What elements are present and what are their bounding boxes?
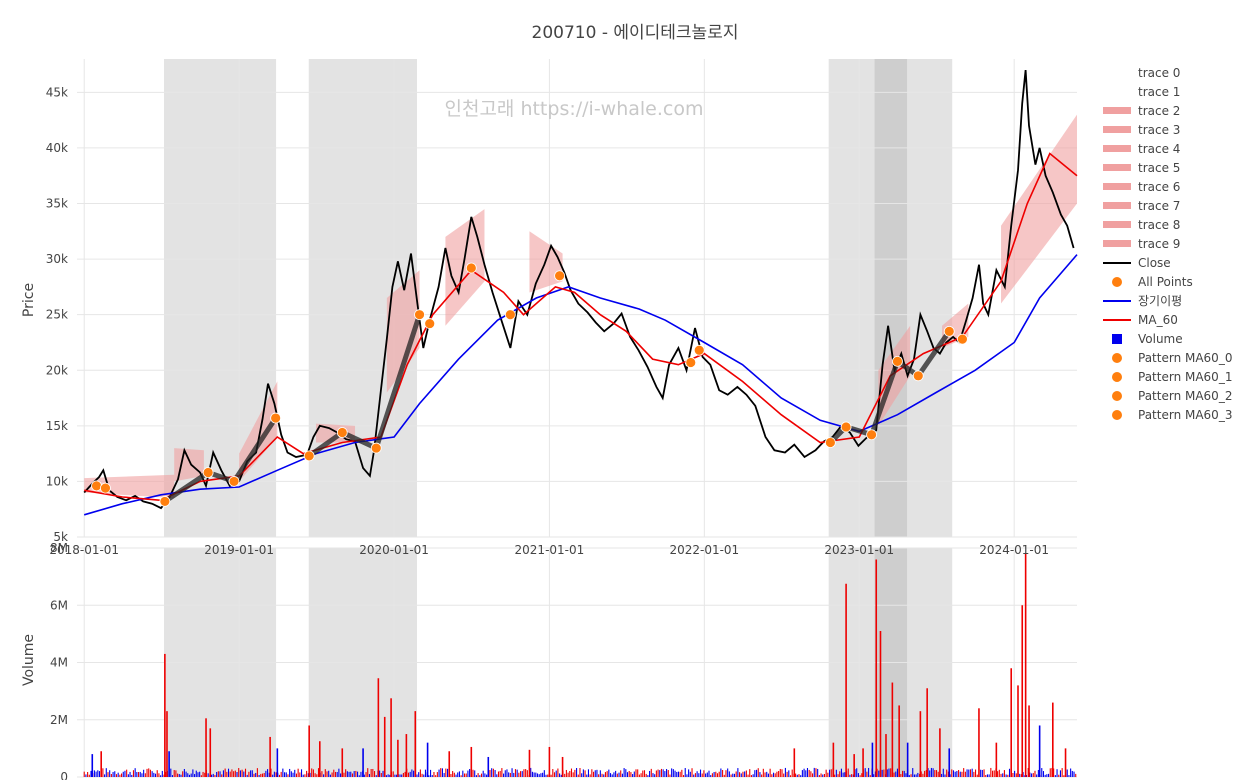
date-tick-label-4: 2022-01-01 xyxy=(669,543,739,557)
legend-item-4-label: trace 4 xyxy=(1138,142,1180,156)
point-3 xyxy=(202,467,214,478)
price-tick-label-0: 5k xyxy=(53,530,68,544)
date-tick-label-0: 2018-01-01 xyxy=(49,543,119,557)
point-21 xyxy=(943,325,955,337)
point-14 xyxy=(685,357,697,368)
legend-item-2-swatch xyxy=(1103,107,1131,114)
legend-item-11-swatch xyxy=(1112,277,1122,287)
point-13 xyxy=(554,270,565,282)
legend-item-13-label: MA_60 xyxy=(1138,313,1178,327)
legend-item-15-swatch xyxy=(1112,353,1122,363)
point-2 xyxy=(159,496,171,507)
price-tick-label-6: 35k xyxy=(46,197,68,211)
point-12 xyxy=(504,309,516,321)
legend-item-8-swatch xyxy=(1103,221,1131,228)
volume-tick-label-1: 2M xyxy=(50,713,68,727)
point-18 xyxy=(866,429,877,441)
watermark: 인천고래 https://i-whale.com xyxy=(444,98,703,120)
band-trace-6 xyxy=(386,270,420,393)
price-tick-label-5: 30k xyxy=(46,252,68,266)
date-tick-label-1: 2019-01-01 xyxy=(204,543,274,557)
volume-tick-label-2: 4M xyxy=(50,656,68,670)
volume-tick-label-0: 0 xyxy=(60,770,68,780)
legend-item-6-swatch xyxy=(1103,183,1131,190)
legend-item-8-label: trace 8 xyxy=(1138,218,1180,232)
legend-item-4-swatch xyxy=(1103,145,1131,152)
legend-item-0-label: trace 0 xyxy=(1138,66,1180,80)
price-tick-label-2: 15k xyxy=(46,419,68,433)
legend-item-11-label: All Points xyxy=(1138,275,1193,289)
chart-title: 200710 - 에이디테크놀로지 xyxy=(532,23,739,43)
shade-price-3 xyxy=(874,59,908,537)
price-axis-title: Price xyxy=(21,283,37,317)
legend-item-5-label: trace 5 xyxy=(1138,161,1180,175)
legend-item-17-swatch xyxy=(1112,391,1122,401)
price-tick-label-7: 40k xyxy=(46,141,68,155)
legend-item-9-swatch xyxy=(1103,240,1131,247)
legend-item-1-label: trace 1 xyxy=(1138,85,1180,99)
pattern-line-0 xyxy=(163,416,278,504)
legend-item-14-swatch xyxy=(1112,334,1122,344)
band-trace-11 xyxy=(1001,114,1077,304)
legend-item-3-swatch xyxy=(1103,126,1131,133)
legend-item-7-swatch xyxy=(1103,202,1131,209)
point-6 xyxy=(303,450,315,462)
legend-item-9-label: trace 9 xyxy=(1138,237,1180,251)
price-tick-label-4: 25k xyxy=(46,308,68,322)
point-8 xyxy=(370,442,382,454)
legend-item-5-swatch xyxy=(1103,164,1131,171)
legend-item-12-label: 장기이평 xyxy=(1138,294,1182,308)
point-4 xyxy=(228,476,240,487)
all-points xyxy=(91,262,968,507)
legend-item-10-label: Close xyxy=(1138,256,1171,270)
price-tick-label-3: 20k xyxy=(46,363,68,377)
point-22 xyxy=(956,333,968,345)
date-tick-label-2: 2020-01-01 xyxy=(359,543,429,557)
shade-price-4 xyxy=(907,59,953,537)
pattern-line-1 xyxy=(307,313,422,458)
volume-bars xyxy=(83,553,1077,777)
price-tick-label-1: 10k xyxy=(46,474,68,488)
volume-axis-title: Volume xyxy=(21,634,37,686)
point-9 xyxy=(414,309,425,321)
point-17 xyxy=(840,421,852,433)
legend-item-6-label: trace 6 xyxy=(1138,180,1180,194)
point-0 xyxy=(91,480,102,492)
date-tick-label-6: 2024-01-01 xyxy=(979,543,1049,557)
legend-item-16-swatch xyxy=(1112,372,1122,382)
date-tick-label-3: 2021-01-01 xyxy=(515,543,585,557)
date-tick-label-5: 2023-01-01 xyxy=(824,543,894,557)
point-1 xyxy=(100,482,111,494)
tick-labels: 5k 10k 15k 20k 25k 30k 35k 40k 45k 2018-01-01 2019… xyxy=(46,85,1049,780)
legend-item-2-label: trace 2 xyxy=(1138,104,1180,118)
legend-item-14-label: Volume xyxy=(1138,332,1183,346)
band-trace-7 xyxy=(445,209,485,326)
band-trace-3 xyxy=(174,448,204,482)
point-5 xyxy=(270,412,282,424)
point-11 xyxy=(465,262,477,274)
point-7 xyxy=(336,427,348,438)
legend-item-3-label: trace 3 xyxy=(1138,123,1180,137)
point-19 xyxy=(892,355,903,367)
legend-item-18-swatch xyxy=(1112,410,1122,420)
series-ma-60 xyxy=(84,152,1078,502)
legend-item-17-label: Pattern MA60_2 xyxy=(1138,389,1232,403)
point-15 xyxy=(693,344,705,356)
legend-item-16-label: Pattern MA60_1 xyxy=(1138,370,1232,384)
volume-tick-label-3: 6M xyxy=(50,598,68,612)
volume-tick-label-4: 8M xyxy=(50,541,68,555)
point-10 xyxy=(424,318,436,329)
price-tick-label-8: 45k xyxy=(46,85,68,99)
shade-price-2 xyxy=(828,59,875,537)
legend-item-15-label: Pattern MA60_0 xyxy=(1138,351,1232,365)
legend-item-18-label: Pattern MA60_3 xyxy=(1138,408,1232,422)
point-16 xyxy=(824,437,836,448)
point-20 xyxy=(912,370,924,382)
legend-item-7-label: trace 7 xyxy=(1138,199,1180,213)
legend: trace 0 trace 1 trace 2 trace 3 trace 4 trace… xyxy=(1103,66,1232,422)
pattern-line-2 xyxy=(828,360,900,445)
series-long-ma xyxy=(83,254,1078,516)
